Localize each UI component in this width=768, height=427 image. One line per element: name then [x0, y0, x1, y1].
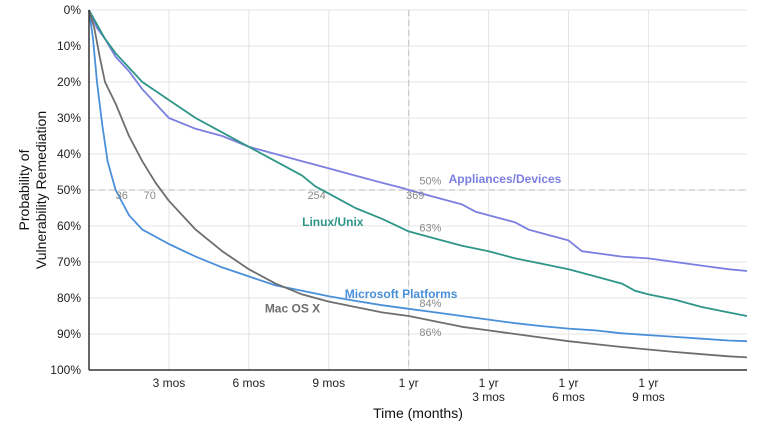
y-axis-title-line2: Vulnerability Remediation	[33, 111, 49, 269]
y-tick-label: 40%	[57, 147, 81, 161]
axes	[88, 10, 747, 371]
series-lines	[88, 9, 748, 359]
y-tick-label: 60%	[57, 219, 81, 233]
y-tick-label: 20%	[57, 75, 81, 89]
x-tick-label: 6 mos	[232, 376, 265, 390]
x-tick-label: 1 yr	[399, 376, 419, 390]
y-tick-label: 0%	[64, 3, 82, 17]
annotation-label: 369	[406, 190, 424, 202]
annotation-label: 36	[116, 190, 128, 202]
y-axis-title-line1: Probability of	[16, 149, 32, 230]
series-label-appliances-devices: Appliances/Devices	[449, 172, 562, 186]
annotations: 36 70 254 369 50% 63% 84% 86%	[116, 176, 442, 339]
x-tick-label: 1 yr	[638, 376, 658, 390]
series-label-mac-os-x: Mac OS X	[265, 301, 320, 315]
x-tick-label-line2: 3 mos	[472, 390, 505, 404]
series-labels: Appliances/Devices Linux/Unix Microsoft Pl…	[265, 172, 562, 316]
x-tick-label-line2: 6 mos	[552, 390, 585, 404]
y-tick-label: 50%	[57, 183, 81, 197]
annotation-label: 84%	[419, 298, 441, 310]
annotation-label: 86%	[419, 327, 441, 339]
series-line-linux-unix	[88, 9, 748, 317]
annotation-label: 254	[307, 190, 325, 202]
series-label-microsoft-platforms: Microsoft Platforms	[345, 287, 458, 301]
annotation-label: 63%	[419, 222, 441, 234]
y-tick-label: 100%	[50, 363, 81, 377]
annotation-label: 50%	[419, 176, 441, 188]
x-tick-label: 1 yr	[479, 376, 499, 390]
y-tick-label: 80%	[57, 291, 81, 305]
x-tick-label: 3 mos	[153, 376, 186, 390]
y-tick-label: 30%	[57, 111, 81, 125]
series-line-mac-os-x	[88, 9, 748, 359]
tick-labels: 0% 10% 20% 30% 40% 50% 60% 70% 80% 90% 100% 3 mos 6 …	[50, 3, 664, 404]
x-axis-title: Time (months)	[373, 405, 463, 421]
series-line-microsoft-platforms	[88, 9, 748, 343]
series-line-appliances-devices	[88, 9, 748, 272]
x-tick-label: 9 mos	[312, 376, 345, 390]
series-label-linux-unix: Linux/Unix	[302, 215, 364, 229]
x-tick-label-line2: 9 mos	[632, 390, 665, 404]
y-tick-label: 90%	[57, 327, 81, 341]
y-tick-label: 10%	[57, 39, 81, 53]
y-tick-label: 70%	[57, 255, 81, 269]
annotation-label: 70	[144, 190, 156, 202]
y-axis-title: Probability of Vulnerability Remediation	[16, 111, 49, 269]
x-tick-label: 1 yr	[559, 376, 579, 390]
